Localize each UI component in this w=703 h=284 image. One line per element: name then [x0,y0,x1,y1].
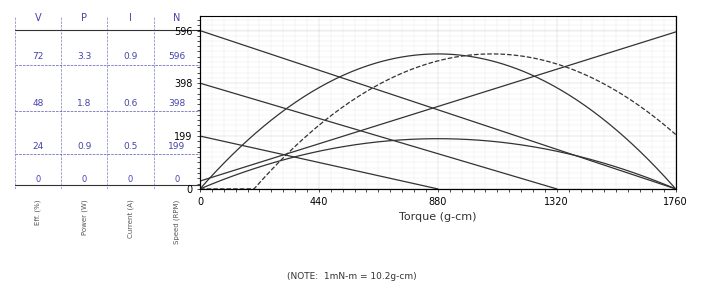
X-axis label: Torque (g-cm): Torque (g-cm) [399,212,477,222]
Text: 0: 0 [174,175,179,184]
Text: 0.6: 0.6 [124,99,138,108]
Text: N: N [173,13,181,23]
Text: Current (A): Current (A) [127,199,134,238]
Text: 0.9: 0.9 [124,52,138,61]
Text: 0: 0 [82,175,87,184]
Text: 596: 596 [168,52,186,61]
Text: 199: 199 [168,142,186,151]
Text: (NOTE:  1mN-m = 10.2g-cm): (NOTE: 1mN-m = 10.2g-cm) [287,272,416,281]
Text: I: I [129,13,132,23]
Text: Eff. (%): Eff. (%) [35,199,41,225]
Text: 24: 24 [32,142,44,151]
Text: Power (W): Power (W) [81,199,88,235]
Text: 1.8: 1.8 [77,99,91,108]
Text: 3.3: 3.3 [77,52,91,61]
Text: 0: 0 [35,175,41,184]
Text: V: V [35,13,41,23]
Text: P: P [82,13,87,23]
Text: 0.5: 0.5 [124,142,138,151]
Text: 0.9: 0.9 [77,142,91,151]
Text: Speed (RPM): Speed (RPM) [174,199,180,243]
Text: 48: 48 [32,99,44,108]
Text: 398: 398 [168,99,186,108]
Text: 72: 72 [32,52,44,61]
Text: 0: 0 [128,175,134,184]
